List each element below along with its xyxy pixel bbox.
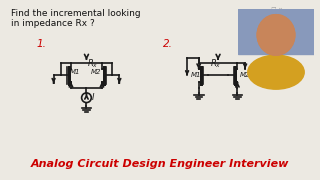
Text: M1: M1 (70, 69, 81, 75)
Text: M2: M2 (91, 69, 101, 75)
Circle shape (257, 15, 295, 55)
Text: $R_x$: $R_x$ (211, 57, 222, 70)
Text: 2.: 2. (163, 39, 173, 49)
Circle shape (257, 15, 295, 55)
Text: M1: M1 (191, 73, 202, 78)
Text: — □ ×: — □ × (265, 7, 284, 12)
Bar (238, 9, 314, 54)
Text: M2: M2 (239, 73, 250, 78)
Text: I: I (92, 93, 95, 102)
Text: Analog Circuit Design Engineer Interview: Analog Circuit Design Engineer Interview (31, 159, 289, 169)
Text: 1.: 1. (36, 39, 46, 49)
Ellipse shape (248, 55, 304, 89)
Text: Find the incremental looking
in impedance Rx ?: Find the incremental looking in impedanc… (11, 9, 140, 28)
Text: $R_x$: $R_x$ (87, 57, 99, 70)
